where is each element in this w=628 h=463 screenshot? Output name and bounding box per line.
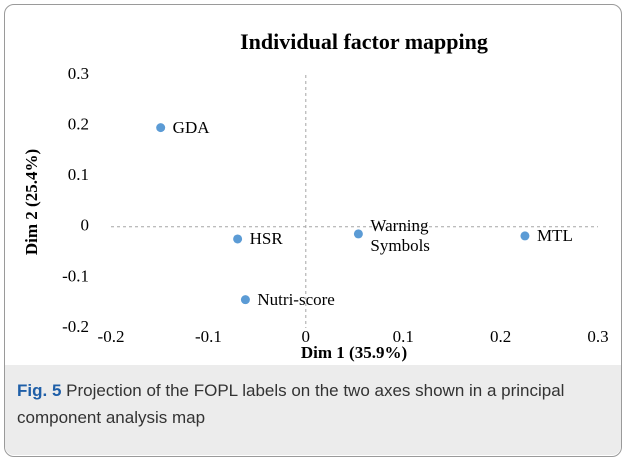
caption-text: Projection of the FOPL labels on the two… — [17, 381, 565, 427]
y-tick-label: 0 — [81, 216, 90, 235]
point-label: Nutri-score — [257, 289, 335, 309]
chart-title: Individual factor mapping — [240, 29, 488, 54]
y-axis-label: Dim 2 (25.4%) — [22, 149, 41, 255]
x-tick-label: -0.2 — [98, 327, 125, 346]
point — [520, 231, 530, 241]
point — [233, 234, 243, 244]
x-axis-label: Dim 1 (35.9%) — [301, 343, 407, 362]
x-tick-label: -0.1 — [195, 327, 222, 346]
y-tick-label: -0.2 — [62, 317, 89, 336]
point — [240, 295, 250, 305]
y-tick-label: 0.1 — [68, 165, 89, 184]
chart-frame — [4, 4, 622, 457]
x-tick-label: 0.1 — [393, 327, 414, 346]
point — [156, 123, 166, 133]
x-tick-label: 0.3 — [587, 327, 608, 346]
caption-label: Fig. 5 — [17, 381, 62, 400]
point-label: GDA — [172, 117, 210, 137]
x-tick-label: 0.2 — [490, 327, 511, 346]
point-label: HSR — [249, 228, 283, 248]
x-tick-label: 0 — [302, 327, 311, 346]
y-tick-label: 0.2 — [68, 115, 89, 134]
point-label: Warning Symbols — [370, 215, 430, 255]
point-label: MTL — [536, 225, 573, 245]
y-tick-label: -0.1 — [62, 266, 89, 285]
caption: Fig. 5 Projection of the FOPL labels on … — [5, 365, 621, 455]
y-tick-label: 0.3 — [68, 64, 89, 83]
point — [353, 229, 363, 239]
